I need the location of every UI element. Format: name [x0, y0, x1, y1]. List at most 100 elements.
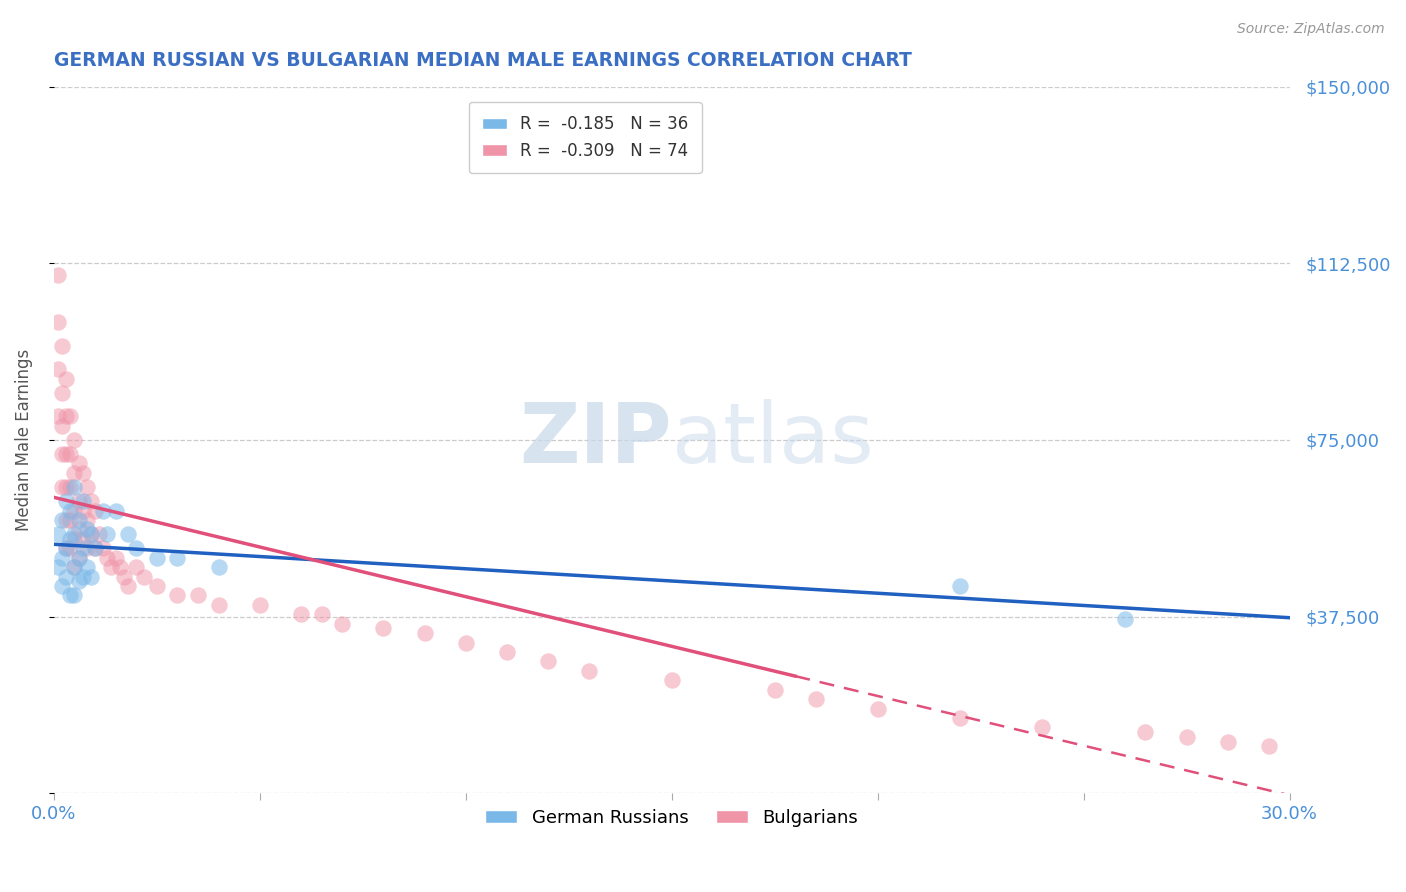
Point — [76, 513, 98, 527]
Point — [80, 527, 103, 541]
Point — [67, 513, 90, 527]
Point — [207, 560, 229, 574]
Point — [578, 664, 600, 678]
Text: GERMAN RUSSIAN VS BULGARIAN MEDIAN MALE EARNINGS CORRELATION CHART: GERMAN RUSSIAN VS BULGARIAN MEDIAN MALE … — [53, 51, 911, 70]
Point — [72, 532, 94, 546]
Point — [51, 339, 73, 353]
Point — [63, 532, 86, 546]
Y-axis label: Median Male Earnings: Median Male Earnings — [15, 349, 32, 531]
Point — [55, 447, 77, 461]
Point — [84, 541, 107, 556]
Point — [51, 513, 73, 527]
Point — [311, 607, 333, 622]
Point — [866, 701, 889, 715]
Point — [59, 503, 82, 517]
Point — [91, 541, 114, 556]
Point — [537, 654, 560, 668]
Point — [763, 682, 786, 697]
Point — [63, 433, 86, 447]
Point — [80, 527, 103, 541]
Point — [72, 503, 94, 517]
Point — [104, 503, 127, 517]
Point — [51, 579, 73, 593]
Point — [91, 503, 114, 517]
Text: ZIP: ZIP — [519, 400, 672, 481]
Point — [125, 560, 148, 574]
Point — [373, 622, 395, 636]
Point — [84, 541, 107, 556]
Point — [661, 673, 683, 688]
Point — [1216, 734, 1239, 748]
Point — [51, 418, 73, 433]
Point — [46, 527, 69, 541]
Text: atlas: atlas — [672, 400, 873, 481]
Point — [67, 574, 90, 589]
Point — [112, 569, 135, 583]
Point — [63, 560, 86, 574]
Point — [63, 527, 86, 541]
Point — [207, 598, 229, 612]
Point — [55, 569, 77, 583]
Point — [72, 541, 94, 556]
Point — [117, 579, 139, 593]
Point — [72, 466, 94, 480]
Point — [63, 466, 86, 480]
Point — [46, 560, 69, 574]
Point — [166, 589, 188, 603]
Point — [72, 569, 94, 583]
Point — [134, 569, 156, 583]
Point — [76, 560, 98, 574]
Point — [72, 494, 94, 508]
Point — [1319, 748, 1341, 763]
Point — [67, 457, 90, 471]
Point — [55, 494, 77, 508]
Point — [59, 409, 82, 424]
Point — [59, 480, 82, 494]
Point — [80, 569, 103, 583]
Point — [59, 447, 82, 461]
Point — [96, 527, 118, 541]
Point — [117, 527, 139, 541]
Point — [96, 550, 118, 565]
Point — [1114, 612, 1136, 626]
Point — [46, 362, 69, 376]
Point — [1031, 720, 1053, 734]
Point — [76, 523, 98, 537]
Point — [1175, 730, 1198, 744]
Point — [108, 560, 131, 574]
Point — [125, 541, 148, 556]
Point — [55, 480, 77, 494]
Point — [76, 480, 98, 494]
Point — [55, 541, 77, 556]
Point — [330, 616, 353, 631]
Point — [63, 589, 86, 603]
Point — [187, 589, 209, 603]
Point — [89, 527, 111, 541]
Point — [100, 560, 122, 574]
Point — [76, 541, 98, 556]
Point — [949, 711, 972, 725]
Point — [63, 480, 86, 494]
Legend: German Russians, Bulgarians: German Russians, Bulgarians — [478, 801, 866, 834]
Point — [804, 692, 827, 706]
Point — [67, 550, 90, 565]
Point — [413, 626, 436, 640]
Point — [51, 550, 73, 565]
Point — [949, 579, 972, 593]
Point — [1258, 739, 1281, 754]
Point — [59, 532, 82, 546]
Point — [84, 503, 107, 517]
Point — [51, 447, 73, 461]
Point — [496, 645, 519, 659]
Point — [166, 550, 188, 565]
Point — [67, 494, 90, 508]
Point — [67, 523, 90, 537]
Point — [290, 607, 312, 622]
Point — [1299, 744, 1322, 758]
Point — [59, 589, 82, 603]
Text: Source: ZipAtlas.com: Source: ZipAtlas.com — [1237, 22, 1385, 37]
Point — [146, 579, 169, 593]
Point — [55, 372, 77, 386]
Point — [80, 494, 103, 508]
Point — [249, 598, 271, 612]
